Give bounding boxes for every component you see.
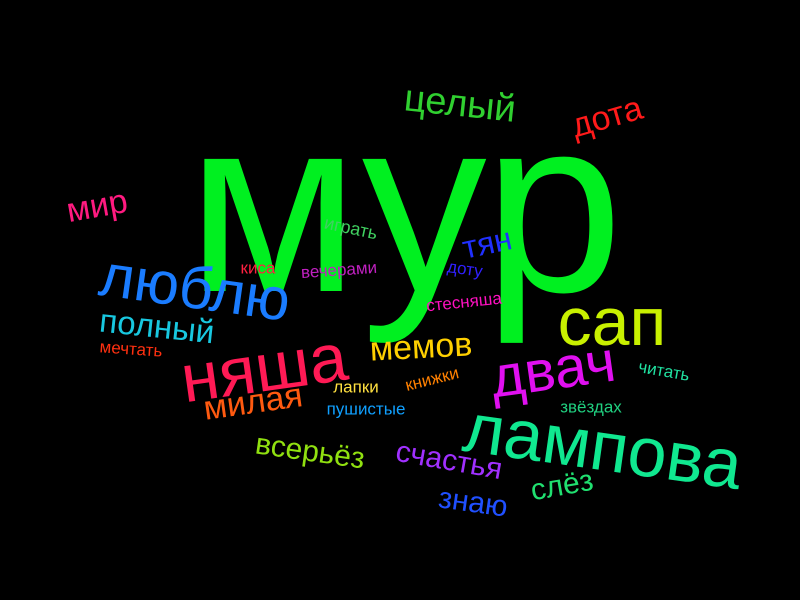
word-dotu: доту: [446, 257, 484, 281]
word-knizhki: книжки: [403, 363, 461, 395]
word-mir: мир: [63, 181, 131, 231]
word-zvyozdakh: звёздах: [560, 397, 622, 417]
word-sap: сап: [557, 284, 667, 360]
word-vseryoz: всерьёз: [253, 427, 367, 476]
word-pushistye: пушистые: [326, 399, 406, 419]
word-kisa: киса: [240, 258, 276, 278]
word-mechtat: мечтать: [99, 337, 163, 361]
word-chitat: читать: [636, 357, 692, 385]
word-memov: мемов: [368, 325, 474, 369]
word-znayu: знаю: [436, 481, 510, 524]
word-lapki: лапки: [333, 377, 379, 397]
word-slyoz: слёз: [528, 463, 596, 508]
word-mur: мур: [187, 65, 623, 344]
